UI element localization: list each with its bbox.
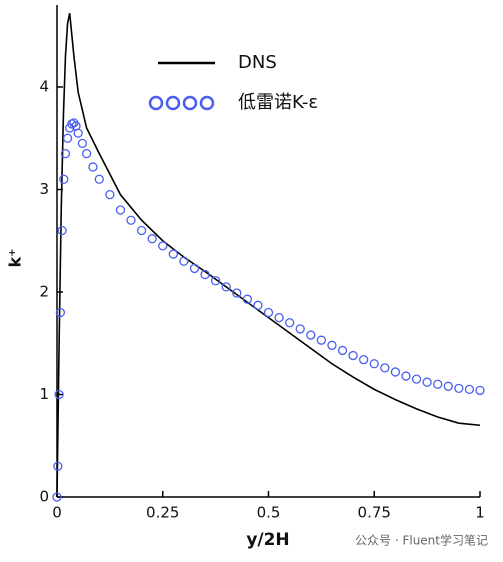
x-tick-label: 0 xyxy=(52,504,62,522)
data-point xyxy=(189,263,200,274)
data-point xyxy=(401,371,411,381)
data-point xyxy=(55,307,66,318)
data-point xyxy=(59,174,69,184)
data-point xyxy=(433,379,443,389)
x-tick-label: 1 xyxy=(475,504,485,522)
data-point xyxy=(411,374,422,384)
data-point xyxy=(359,354,369,365)
data-point xyxy=(57,225,67,236)
data-point xyxy=(221,282,231,292)
data-point xyxy=(88,162,98,172)
data-point xyxy=(77,138,88,149)
data-point xyxy=(168,249,178,259)
legend-label: 低雷诺K-ε xyxy=(238,92,318,113)
data-point xyxy=(115,205,126,215)
data-point xyxy=(306,330,316,340)
data-point xyxy=(52,492,62,502)
data-point xyxy=(210,276,221,286)
data-point xyxy=(73,128,83,138)
data-point xyxy=(327,340,337,350)
legend-swatch xyxy=(165,95,181,111)
data-point xyxy=(105,189,115,200)
watermark: 公众号 · Fluent学习笔记 xyxy=(355,533,488,548)
data-point xyxy=(475,385,485,396)
data-point xyxy=(200,269,210,280)
y-axis-label: k⁺ xyxy=(6,248,25,267)
data-point xyxy=(390,367,401,377)
data-point xyxy=(337,345,348,356)
data-point xyxy=(295,324,305,334)
data-point xyxy=(464,384,475,395)
legend-label: DNS xyxy=(238,52,277,73)
y-tick-label: 0 xyxy=(39,488,49,506)
data-point xyxy=(53,461,63,471)
x-tick-label: 0.25 xyxy=(146,504,179,522)
y-tick-label: 4 xyxy=(39,78,49,96)
legend-swatch xyxy=(182,95,198,111)
data-point xyxy=(54,389,64,400)
data-point xyxy=(242,294,253,304)
data-point xyxy=(380,363,390,373)
data-point xyxy=(179,256,189,266)
data-point xyxy=(158,241,168,251)
data-point xyxy=(253,300,263,310)
data-point xyxy=(94,174,104,184)
data-point xyxy=(81,148,92,159)
data-point xyxy=(62,133,73,143)
data-point xyxy=(147,234,157,244)
data-point xyxy=(316,335,327,345)
data-line xyxy=(56,13,481,498)
y-tick-label: 1 xyxy=(39,385,49,403)
data-point xyxy=(284,318,295,328)
data-point xyxy=(232,288,242,298)
data-point xyxy=(136,225,147,236)
legend-swatch xyxy=(148,95,164,111)
data-point xyxy=(443,381,453,391)
data-point xyxy=(60,148,71,159)
legend-swatch xyxy=(199,95,215,111)
data-point xyxy=(454,383,464,394)
data-point xyxy=(263,307,274,318)
x-axis-label: y/2H xyxy=(246,530,289,550)
data-point xyxy=(369,359,379,369)
data-point xyxy=(274,312,284,323)
x-tick-label: 0.75 xyxy=(358,504,391,522)
data-point xyxy=(422,377,432,387)
y-tick-label: 3 xyxy=(39,180,49,198)
data-point xyxy=(348,350,358,361)
y-tick-label: 2 xyxy=(39,283,49,301)
x-tick-label: 0.5 xyxy=(257,504,281,522)
data-point xyxy=(126,215,136,225)
